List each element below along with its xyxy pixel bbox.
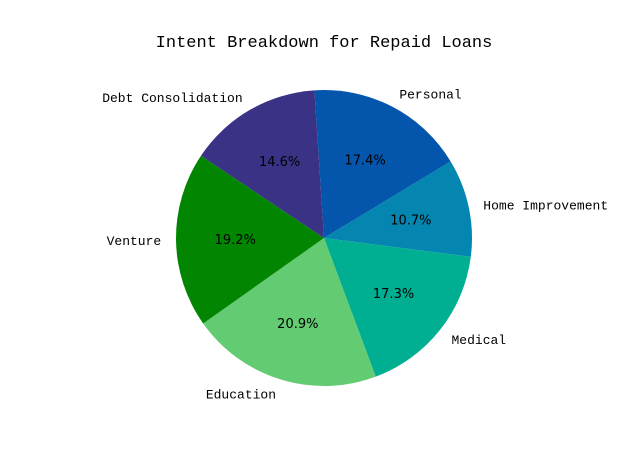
pct-label-education: 20.9% (277, 317, 318, 332)
category-label-education: Education (206, 388, 276, 403)
category-label-home-improvement: Home Improvement (483, 198, 608, 213)
pct-label-venture: 19.2% (215, 233, 256, 248)
chart-title: Intent Breakdown for Repaid Loans (156, 34, 493, 53)
pie-slice-medical (324, 238, 471, 377)
pie-slice-personal (314, 90, 451, 238)
pie-slice-debt-consolidation (200, 90, 324, 239)
pie-slice-home-improvement (324, 161, 473, 257)
category-label-medical: Medical (452, 333, 507, 348)
pct-label-medical: 17.3% (373, 287, 414, 302)
pct-label-personal: 17.4% (344, 153, 385, 168)
pie-labels: 17.4% Personal 10.7% Home Improvement 17.3% M… (102, 88, 608, 403)
pie-slices (175, 90, 473, 386)
pct-label-home-improvement: 10.7% (390, 214, 431, 229)
pie-slice-education (203, 238, 376, 386)
category-label-debt-consolidation: Debt Consolidation (102, 91, 242, 106)
pct-label-debt-consolidation: 14.6% (259, 155, 300, 170)
pie-slice-venture (175, 155, 324, 324)
category-label-personal: Personal (399, 88, 462, 103)
category-label-venture: Venture (107, 234, 162, 249)
